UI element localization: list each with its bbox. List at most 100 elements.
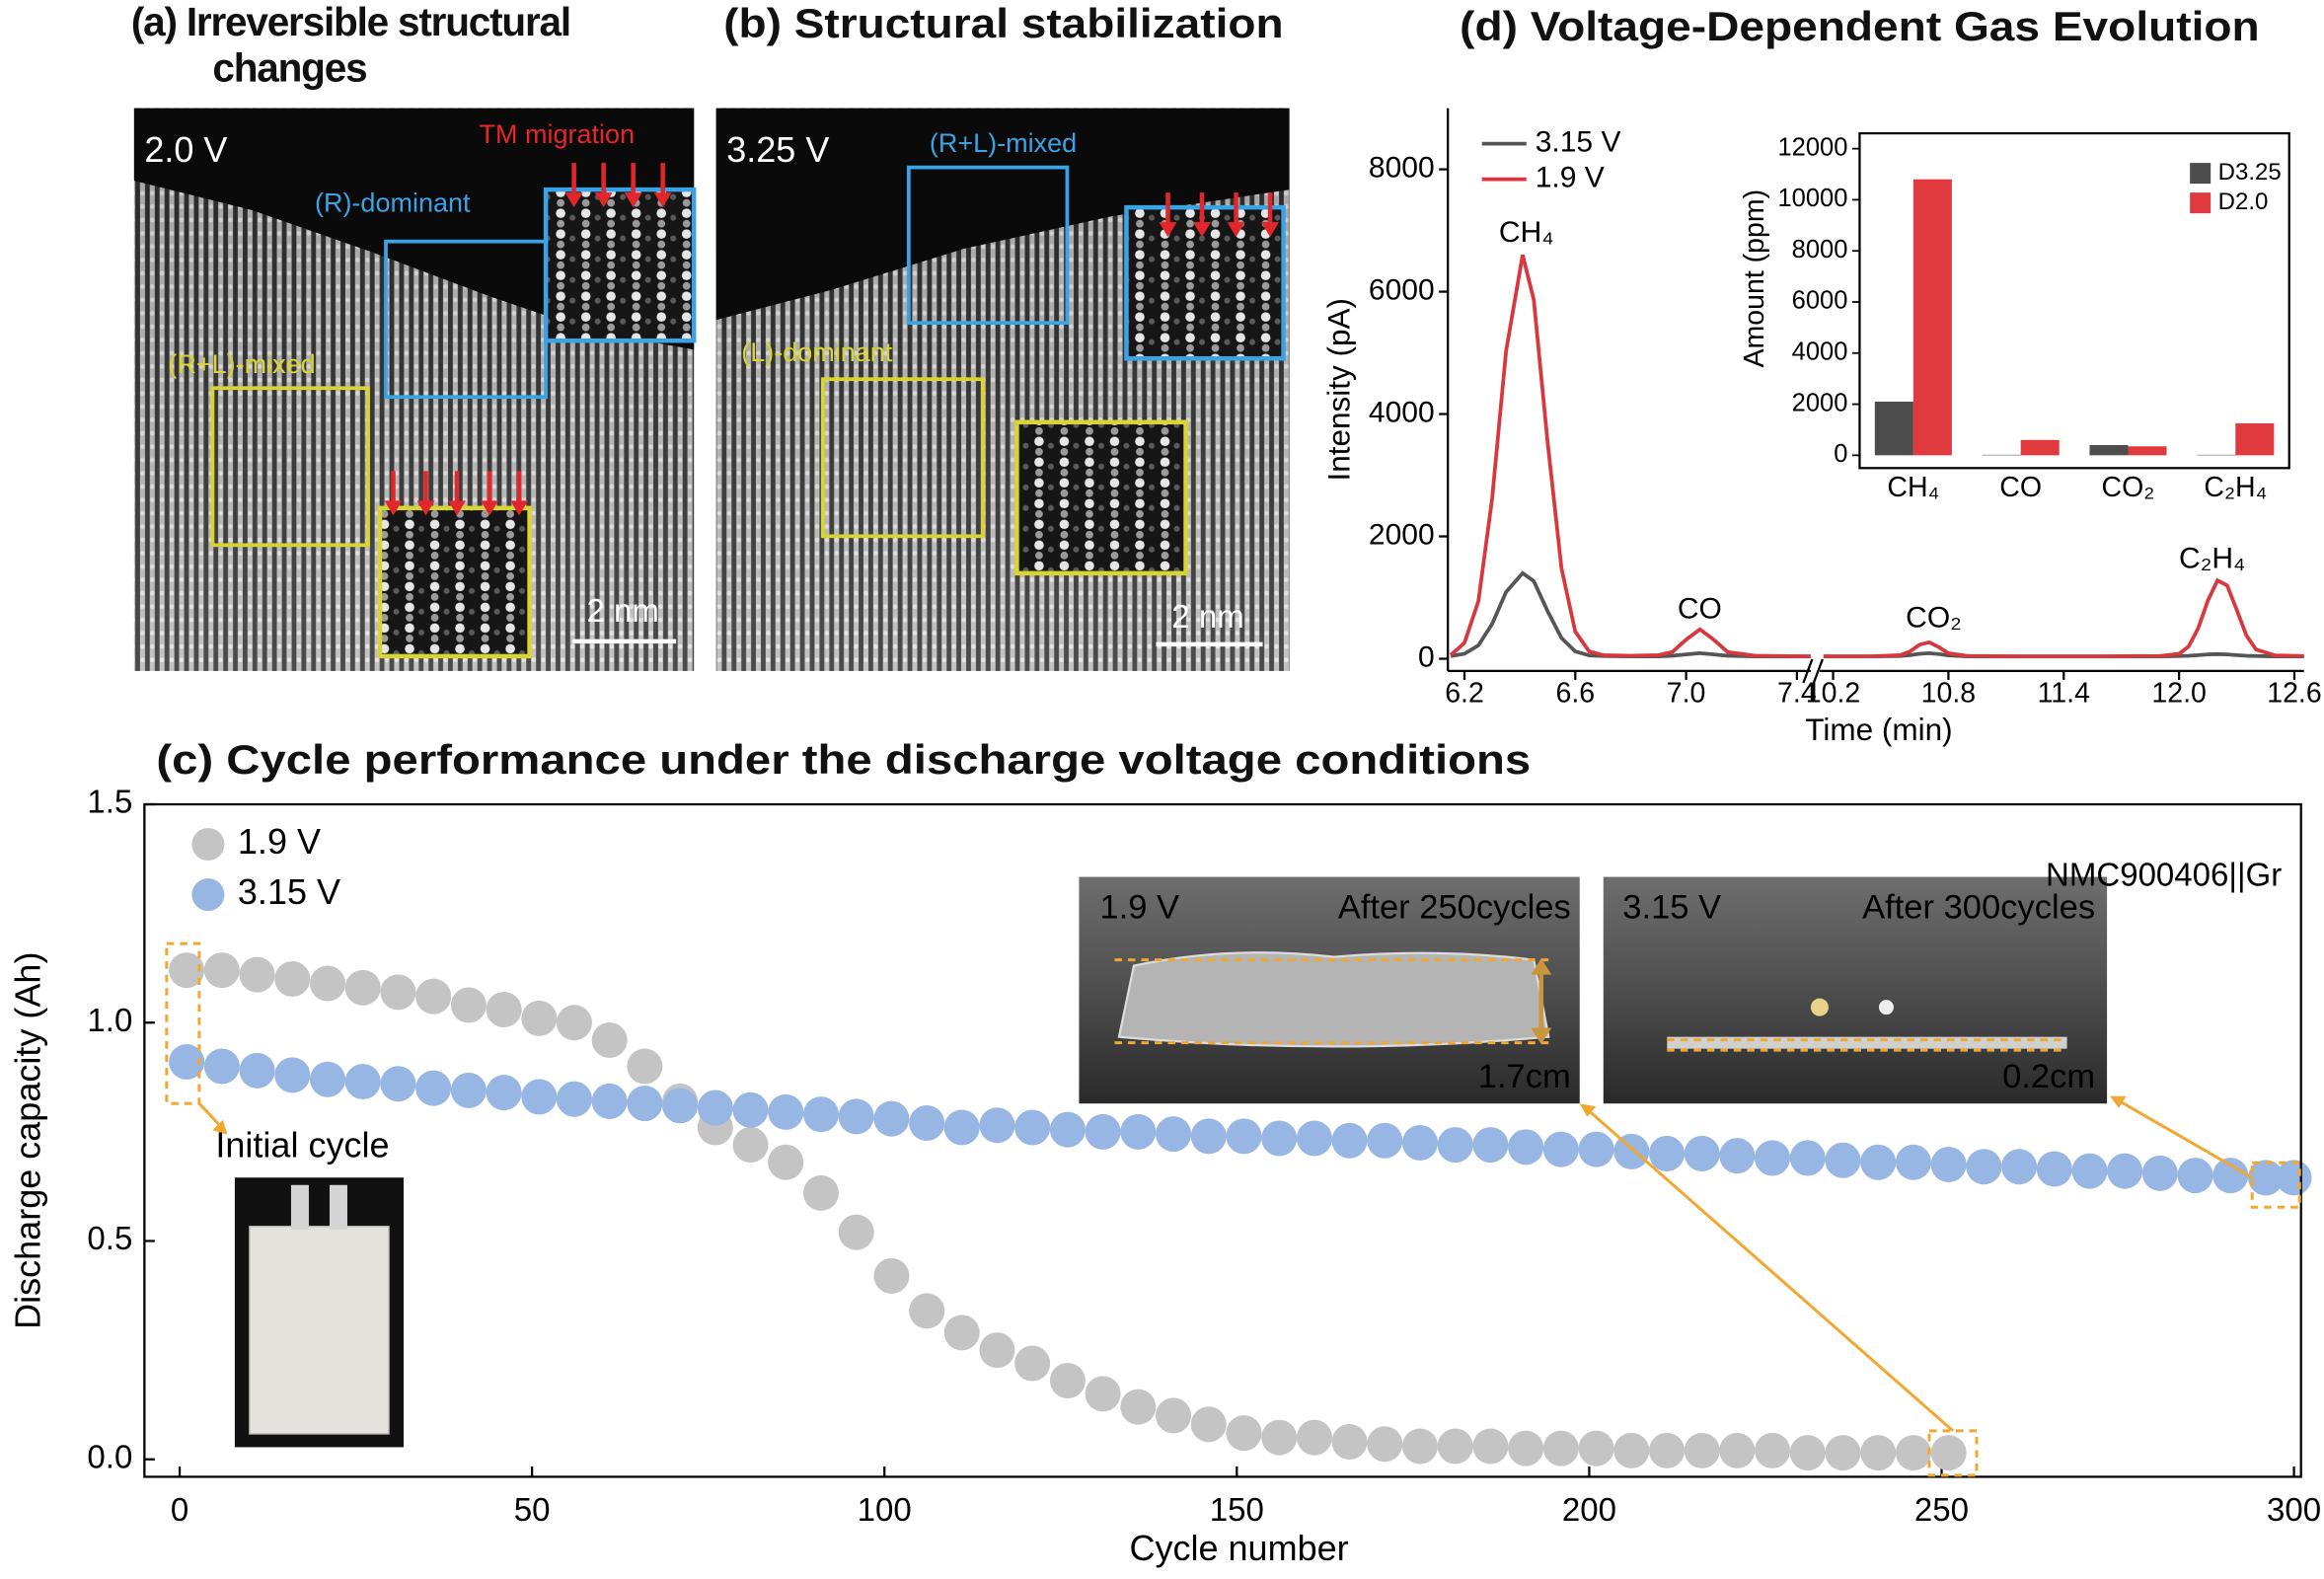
micrograph-b: 3.25 V (R+L)-mixed (L)-dominant 2 nm	[715, 108, 1290, 671]
data-point	[1930, 1147, 1967, 1183]
y-tick-label: 6000	[1792, 287, 1848, 315]
data-point	[662, 1088, 699, 1124]
data-point	[1226, 1118, 1262, 1155]
data-point	[1120, 1389, 1157, 1425]
x-tick-label: 50	[514, 1491, 551, 1528]
x-tick-label: 10.8	[1921, 677, 1976, 709]
panel-title: (a) Irreversible structural changes	[130, 0, 571, 91]
data-point	[521, 1000, 558, 1036]
region-box	[906, 165, 1070, 326]
data-point	[1684, 1135, 1720, 1171]
photo-label: 3.15 V	[1622, 889, 1721, 927]
peak-label: CO	[1678, 592, 1722, 625]
photo-detail	[1878, 1000, 1894, 1015]
annotation: Initial cycle	[215, 1125, 389, 1165]
data-point	[1613, 1432, 1650, 1468]
data-point	[380, 974, 416, 1011]
data-point	[1719, 1138, 1756, 1174]
plot-frame	[143, 802, 2302, 1478]
legend-label: 3.15 V	[238, 871, 340, 912]
photo-detail	[1810, 998, 1829, 1016]
highlight-box	[165, 941, 201, 1105]
data-point	[909, 1293, 945, 1329]
data-point	[1014, 1345, 1051, 1382]
data-point	[1085, 1113, 1121, 1150]
bar	[2197, 454, 2236, 456]
data-point	[1860, 1435, 1897, 1471]
peak-label: CO₂	[1906, 601, 1962, 634]
scale-label: 2 nm	[1171, 598, 1243, 635]
photo-label: After 300cycles	[1862, 889, 2095, 927]
y-tick-label: 0	[1834, 440, 1847, 468]
chart-title: (c) Cycle performance under the discharg…	[156, 736, 1531, 783]
arrow-head	[1193, 222, 1212, 238]
photo-label: After 250cycles	[1338, 889, 1571, 927]
data-point	[2141, 1155, 2178, 1191]
data-point	[344, 969, 381, 1006]
data-point	[1895, 1144, 1931, 1180]
data-point	[1825, 1142, 1861, 1178]
x-tick-label: CH₄	[1887, 472, 1939, 503]
region-label: (L)-dominant	[741, 338, 893, 367]
y-tick-label: 2000	[1792, 389, 1848, 416]
data-point	[1120, 1113, 1157, 1150]
region-label: (R)-dominant	[315, 188, 471, 217]
x-tick-label: CO	[1999, 472, 2042, 503]
data-point	[2071, 1153, 2108, 1189]
photo-label: 1.7cm	[1478, 1058, 1571, 1095]
bar	[1874, 401, 1913, 456]
data-point	[1719, 1432, 1756, 1468]
data-point	[239, 956, 275, 993]
data-point	[1437, 1127, 1473, 1164]
data-point	[943, 1315, 980, 1351]
arrow-head	[564, 192, 583, 208]
highlight-box	[2250, 1161, 2301, 1209]
data-point	[1049, 1111, 1086, 1148]
legend-swatch	[191, 878, 225, 912]
zoom-inset	[543, 187, 697, 343]
data-point	[450, 987, 487, 1023]
voltage-label: 2.0 V	[144, 129, 227, 170]
pouch-tab	[290, 1184, 309, 1230]
highlight-box	[1927, 1429, 1979, 1477]
data-point	[873, 1257, 910, 1294]
data-point	[1049, 1363, 1086, 1399]
legend-swatch	[191, 828, 225, 862]
x-tick-label: 0	[171, 1491, 188, 1528]
data-point	[732, 1091, 769, 1128]
data-point	[1190, 1406, 1227, 1443]
photo-label: 1.9 V	[1099, 889, 1179, 927]
data-point	[1296, 1419, 1332, 1456]
y-tick-label: 10000	[1778, 185, 1848, 212]
x-tick-label: CO₂	[2102, 472, 2155, 503]
data-point	[627, 1048, 663, 1085]
y-tick-label: 0	[1418, 640, 1435, 673]
data-point	[274, 1057, 311, 1093]
data-point	[1331, 1424, 1368, 1461]
y-tick-label: 12000	[1778, 133, 1848, 161]
bar	[1982, 454, 2021, 456]
data-point	[1542, 1430, 1579, 1466]
fresh-pouch	[249, 1226, 390, 1435]
arrow-head	[653, 192, 672, 208]
data-point	[1437, 1428, 1473, 1465]
region-box	[210, 386, 370, 548]
x-tick-label: 200	[1562, 1491, 1616, 1528]
data-point	[1261, 1120, 1298, 1157]
data-point	[909, 1105, 945, 1142]
data-point	[1014, 1109, 1051, 1146]
data-point	[450, 1072, 487, 1108]
data-point	[169, 1044, 205, 1081]
voltage-label: 3.25 V	[726, 129, 829, 170]
x-tick-label: 150	[1210, 1491, 1264, 1528]
zoom-inset	[377, 505, 532, 659]
vacuum-region	[715, 108, 1290, 321]
panel-a-title-box: (a) Irreversible structural changes	[130, 0, 571, 91]
annotation: NMC900406||Gr	[2046, 856, 2282, 892]
y-tick-label: 8000	[1792, 236, 1848, 263]
arrow-head	[510, 500, 529, 516]
data-point	[1508, 1430, 1544, 1466]
y-tick-label: 6000	[1369, 273, 1435, 306]
data-point	[2212, 1158, 2249, 1194]
data-point	[802, 1096, 839, 1133]
